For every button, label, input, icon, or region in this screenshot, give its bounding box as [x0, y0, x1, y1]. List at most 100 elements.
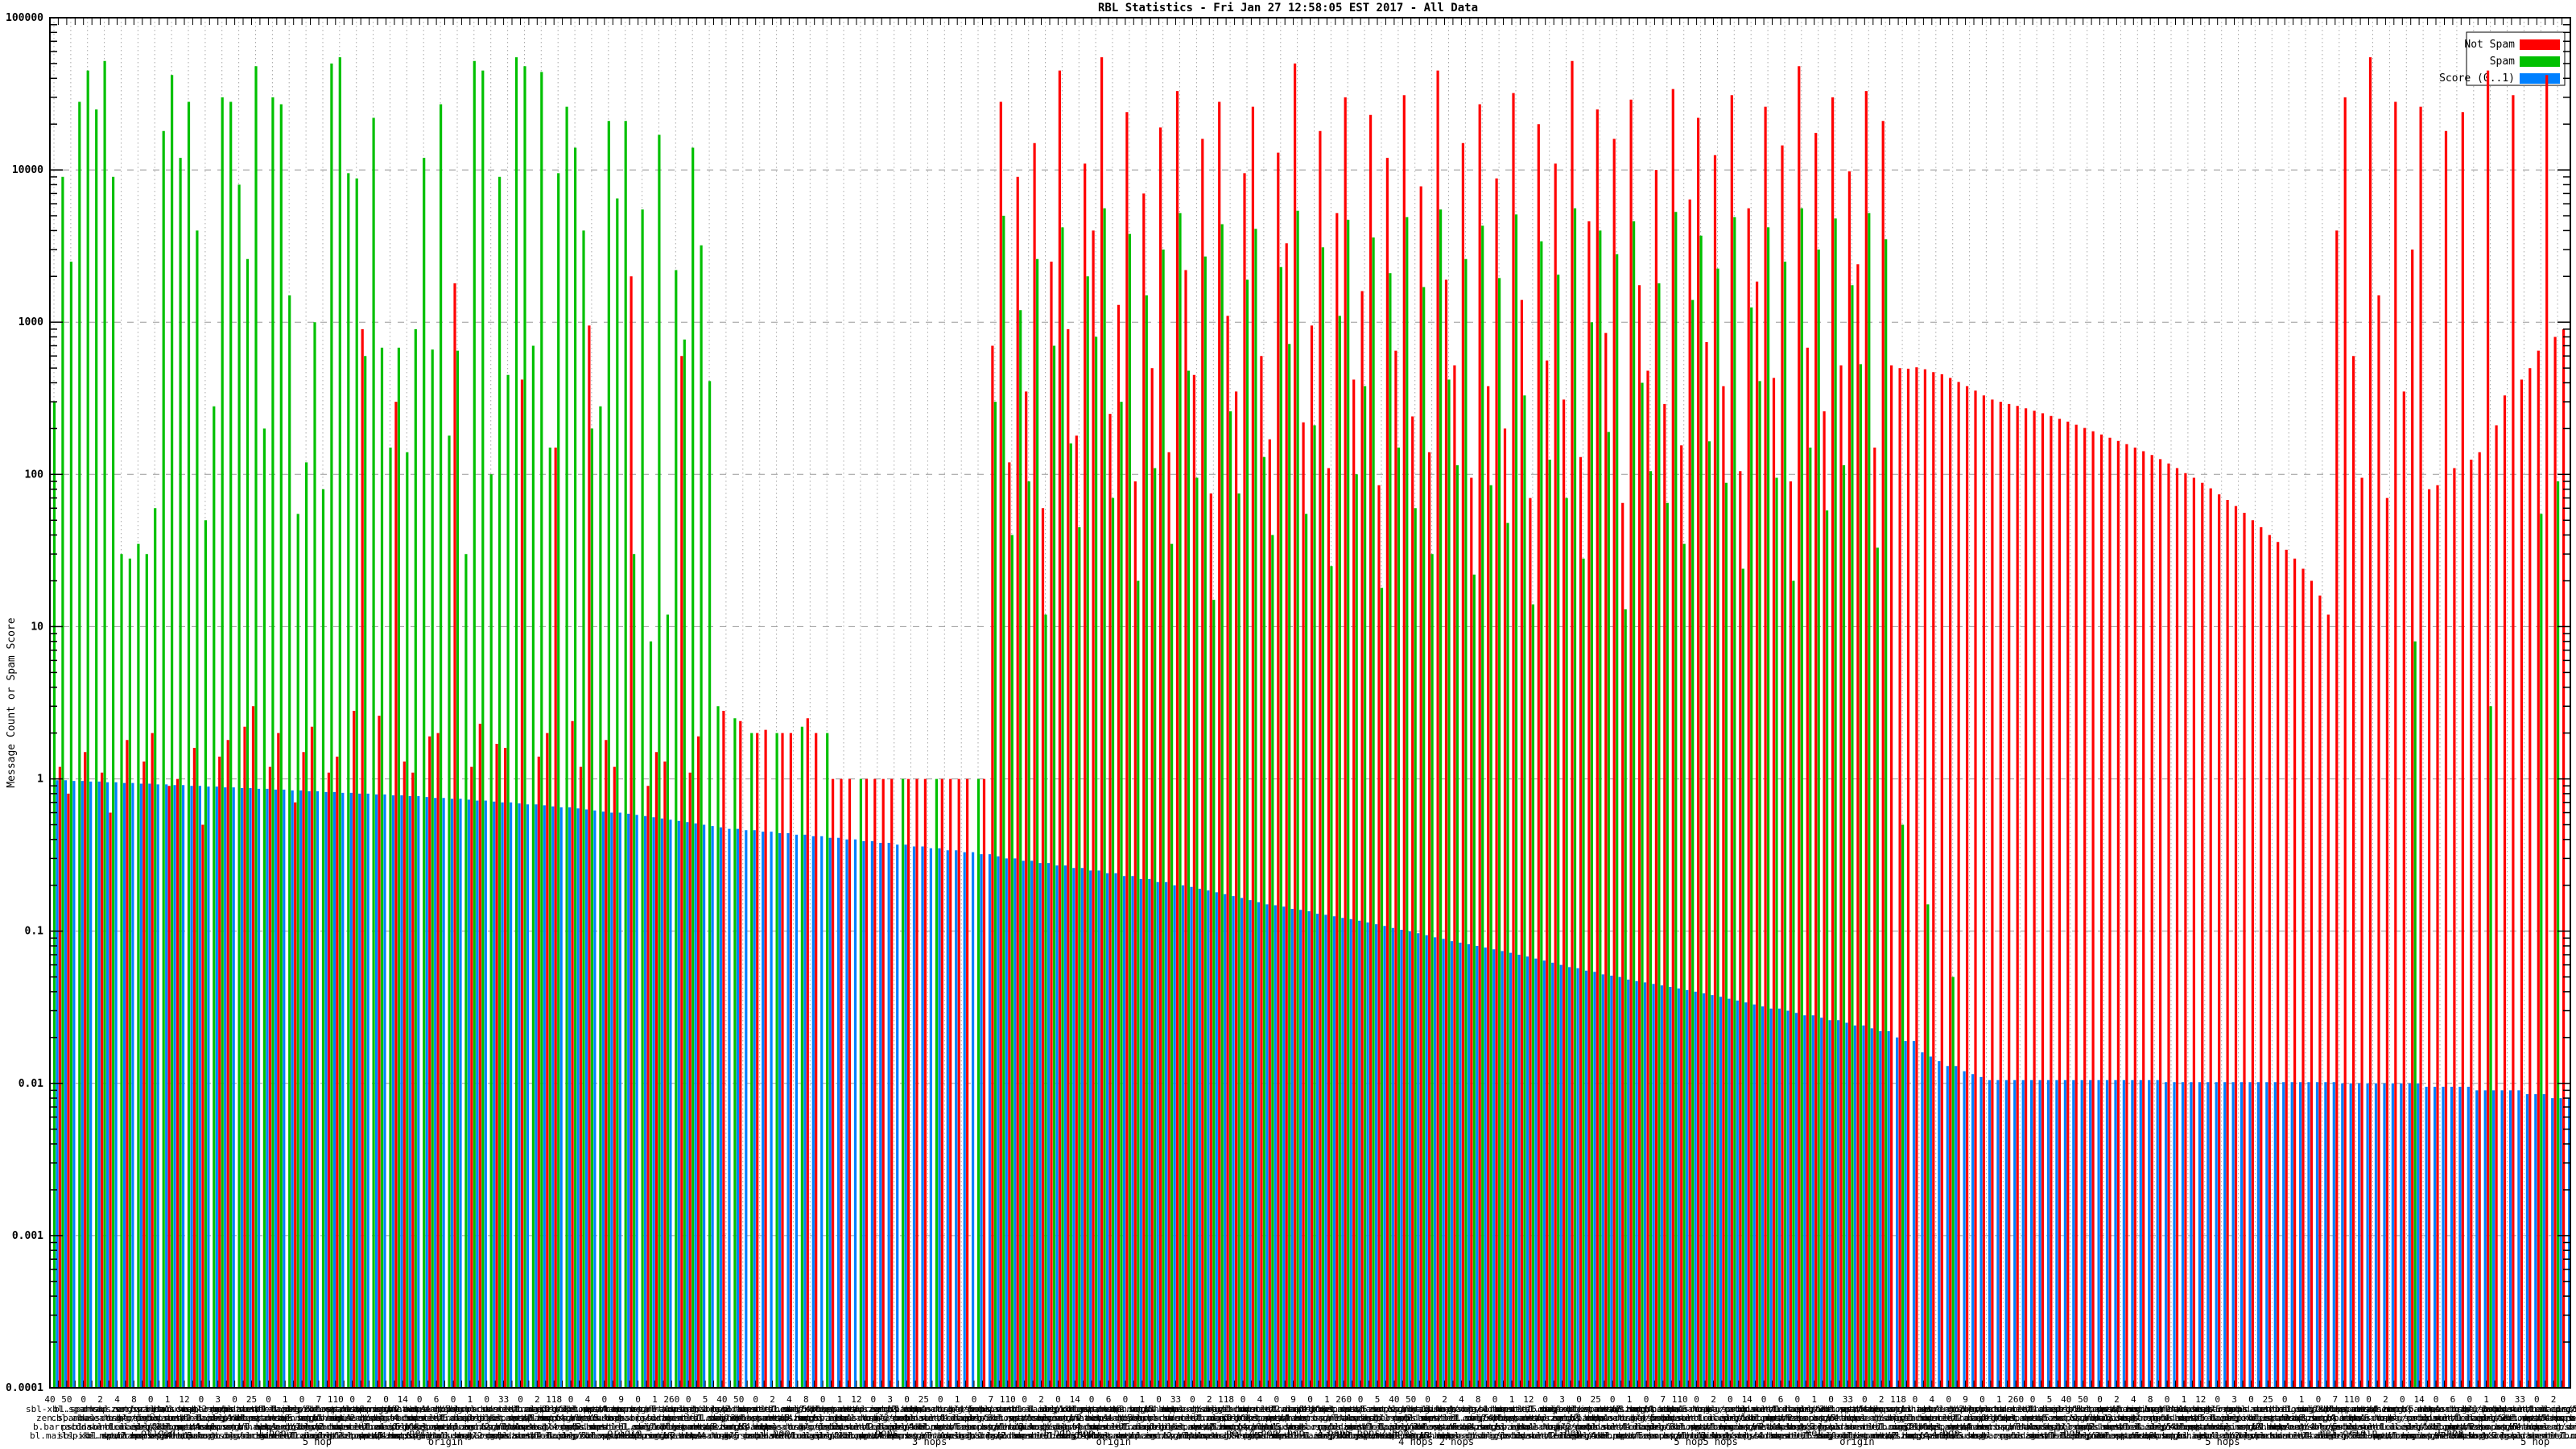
- x-label-token: 1 hop: [1553, 1427, 1582, 1439]
- svg-text:bl.spamcop.net/1 hop: bl.spamcop.net/1 hop: [919, 1422, 1025, 1432]
- svg-text:zen.spamhaus.org/2 hops: zen.spamhaus.org/2 hops: [1476, 1422, 1598, 1432]
- svg-text:b.barracudacentral.org/5 hops: b.barracudacentral.org/5 hops: [458, 1430, 613, 1441]
- svg-text:33: 33: [498, 1394, 509, 1405]
- svg-text:sbl-xbl.spamhaus.org/1 hop: sbl-xbl.spamhaus.org/1 hop: [1072, 1430, 1211, 1441]
- svg-text:cbl.abuseat.org/origin: cbl.abuseat.org/origin: [1929, 1430, 2046, 1441]
- svg-text:dnsbl-1.uceprotect.net/origin: dnsbl-1.uceprotect.net/origin: [908, 1413, 1063, 1423]
- y-axis-ticks: [50, 17, 2570, 1389]
- svg-text:cbl.abuseat.org: cbl.abuseat.org: [658, 1430, 738, 1441]
- svg-text:3: 3: [1559, 1394, 1565, 1405]
- svg-text:b.barracudacentral.org/1 hop: b.barracudacentral.org/1 hop: [440, 1404, 588, 1414]
- x-label-token: origin: [141, 1427, 175, 1439]
- svg-text:0: 0: [2248, 1394, 2254, 1405]
- svg-text:psbl.surriel.com/net: psbl.surriel.com/net: [230, 1430, 336, 1441]
- svg-text:dnsbl-1.uceprotect.net/4 hops: dnsbl-1.uceprotect.net/4 hops: [258, 1430, 413, 1441]
- svg-text:0: 0: [1358, 1394, 1364, 1405]
- svg-text:50: 50: [733, 1394, 744, 1405]
- svg-text:sbl-xbl.spamhaus.org/1 hop: sbl-xbl.spamhaus.org/1 hop: [782, 1404, 921, 1414]
- svg-text:cbl.abuseat.org/4 hops: cbl.abuseat.org/4 hops: [1672, 1430, 1790, 1441]
- svg-text:cbl.abuseat.org/origin: cbl.abuseat.org/origin: [159, 1430, 276, 1441]
- svg-text:sbl-xbl.spamhaus.org/net: sbl-xbl.spamhaus.org/net: [2222, 1413, 2350, 1423]
- svg-text:cbl.abuseat.org/2 hops: cbl.abuseat.org/2 hops: [915, 1430, 1033, 1441]
- svg-text:psbl.surriel.com/4 hops: psbl.surriel.com/4 hops: [136, 1413, 258, 1423]
- svg-text:dul.dnsbl.sorbs.net/net: dul.dnsbl.sorbs.net/net: [2425, 1404, 2548, 1414]
- svg-text:cbl.abuseat.org/4 hops: cbl.abuseat.org/4 hops: [2079, 1413, 2196, 1423]
- svg-text:psbl.surriel.com/1 hop: psbl.surriel.com/1 hop: [2332, 1422, 2450, 1432]
- svg-text:0: 0: [1055, 1394, 1061, 1405]
- x-label-token: 5 hop: [303, 1436, 332, 1447]
- svg-text:sbl-xbl.spamhaus.org/origin: sbl-xbl.spamhaus.org/origin: [890, 1422, 1034, 1432]
- svg-text:bl.mailspike.net/2 hops: bl.mailspike.net/2 hops: [30, 1430, 152, 1441]
- svg-text:3: 3: [887, 1394, 893, 1405]
- svg-text:dnsbl.sorbs.net/4 hops: dnsbl.sorbs.net/4 hops: [2096, 1404, 2214, 1414]
- svg-text:40: 40: [44, 1394, 55, 1405]
- x-label-token: hops: [875, 1427, 898, 1439]
- svg-text:bl.spamcop.net/origin: bl.spamcop.net/origin: [1825, 1404, 1937, 1414]
- x-label-token: 5 hop5 hops: [1674, 1436, 1737, 1447]
- svg-text:9: 9: [618, 1394, 624, 1405]
- svg-text:cbl.abuseat.org: cbl.abuseat.org: [1747, 1422, 1827, 1432]
- svg-text:12: 12: [2195, 1394, 2206, 1405]
- svg-text:dnsbl.sorbs.net/5 hops: dnsbl.sorbs.net/5 hops: [1872, 1430, 1990, 1441]
- svg-text:psbl.surriel.com: psbl.surriel.com: [894, 1413, 979, 1423]
- svg-text:zen.spamhaus.org/origin: zen.spamhaus.org/origin: [1111, 1404, 1233, 1414]
- svg-text:b.barracudacentral.org/5 hops: b.barracudacentral.org/5 hops: [865, 1413, 1019, 1423]
- svg-text:b.barracudacentral.org/2 hops: b.barracudacentral.org/2 hops: [215, 1430, 369, 1441]
- svg-text:1: 1: [467, 1394, 473, 1405]
- bars-spam: [52, 57, 2560, 1388]
- svg-text:14: 14: [1070, 1394, 1081, 1405]
- svg-text:118: 118: [1890, 1394, 1906, 1405]
- svg-text:2: 2: [770, 1394, 775, 1405]
- svg-text:0: 0: [484, 1394, 489, 1405]
- svg-text:bl.mailspike.net/1 hop: bl.mailspike.net/1 hop: [530, 1430, 647, 1441]
- svg-text:psbl.surriel.com/net: psbl.surriel.com/net: [2000, 1430, 2107, 1441]
- svg-text:dnsbl-1.uceprotect.net/4 hops: dnsbl-1.uceprotect.net/4 hops: [2029, 1430, 2184, 1441]
- svg-text:psbl.surriel.com/2 hops: psbl.surriel.com/2 hops: [1137, 1413, 1259, 1423]
- svg-text:psbl.surriel.com/5 hops: psbl.surriel.com/5 hops: [711, 1404, 833, 1414]
- svg-text:1: 1: [165, 1394, 171, 1405]
- svg-text:6: 6: [1778, 1394, 1784, 1405]
- svg-text:33: 33: [2515, 1394, 2525, 1405]
- svg-text:psbl.surriel.com/origin: psbl.surriel.com/origin: [1468, 1404, 1591, 1414]
- svg-text:8: 8: [2148, 1394, 2153, 1405]
- svg-text:6: 6: [1106, 1394, 1112, 1405]
- x-label-token: 1 hdp hop: [1042, 1427, 1094, 1439]
- svg-text:dnsbl-1.uceprotect.net: dnsbl-1.uceprotect.net: [2496, 1404, 2576, 1414]
- svg-text:bl.mailspike.net/1 hop: bl.mailspike.net/1 hop: [254, 1404, 372, 1414]
- svg-text:b.barracudacentral.org: b.barracudacentral.org: [1715, 1430, 1833, 1441]
- svg-text:b.barracudacentral.org: b.barracudacentral.org: [365, 1413, 482, 1423]
- svg-text:dnsbl.sorbs.net/net: dnsbl.sorbs.net/net: [840, 1404, 941, 1414]
- svg-text:sbl-xbl.spamhaus.org/4 hops: sbl-xbl.spamhaus.org/4 hops: [2404, 1422, 2548, 1432]
- svg-text:0: 0: [1022, 1394, 1027, 1405]
- svg-text:dnsbl-1.uceprotect.net: dnsbl-1.uceprotect.net: [1422, 1413, 1539, 1423]
- svg-text:dnsbl.sorbs.net/1 hop: dnsbl.sorbs.net/1 hop: [2129, 1430, 2241, 1441]
- svg-text:bl.spamcop.net/net: bl.spamcop.net/net: [1675, 1422, 1771, 1432]
- svg-text:0: 0: [1425, 1394, 1430, 1405]
- svg-text:50: 50: [61, 1394, 72, 1405]
- svg-text:110: 110: [2344, 1394, 2360, 1405]
- svg-text:zen.spamhaus.org/5 hops: zen.spamhaus.org/5 hops: [1719, 1422, 1841, 1432]
- svg-text:dnsbl-1.uceprotect.net/net: dnsbl-1.uceprotect.net/net: [758, 1430, 897, 1441]
- svg-text:zen.spamhaus.org/5 hops: zen.spamhaus.org/5 hops: [2401, 1430, 2523, 1441]
- svg-text:25: 25: [919, 1394, 929, 1405]
- svg-text:bl.mailspike.net/4 hops: bl.mailspike.net/4 hops: [1193, 1413, 1315, 1423]
- svg-text:b.barracudacentral.org/origin: b.barracudacentral.org/origin: [939, 1404, 1094, 1414]
- svg-text:dnsbl-1.uceprotect.net/1 hop: dnsbl-1.uceprotect.net/1 hop: [2178, 1413, 2327, 1423]
- svg-text:psbl.surriel.com: psbl.surriel.com: [2244, 1430, 2329, 1441]
- svg-text:bl.mailspike.net/2 hops: bl.mailspike.net/2 hops: [2194, 1413, 2316, 1423]
- svg-text:sbl-xbl.spamhaus.org/4 hops: sbl-xbl.spamhaus.org/4 hops: [1722, 1413, 1866, 1423]
- svg-text:cbl.abuseat.org/1 hop: cbl.abuseat.org/1 hop: [1822, 1413, 1934, 1423]
- svg-text:dnsbl.sorbs.net: dnsbl.sorbs.net: [1372, 1430, 1451, 1441]
- svg-text:118: 118: [1218, 1394, 1234, 1405]
- svg-text:cbl.abuseat.org/1 hop: cbl.abuseat.org/1 hop: [2504, 1422, 2576, 1432]
- svg-text:dul.dnsbl.sorbs.net/1 hop: dul.dnsbl.sorbs.net/1 hop: [593, 1413, 727, 1423]
- svg-text:zen.spamhaus.org/net: zen.spamhaus.org/net: [962, 1422, 1068, 1432]
- svg-text:dul.dnsbl.sorbs.net/2 hops: dul.dnsbl.sorbs.net/2 hops: [762, 1422, 900, 1432]
- svg-text:dnsbl-1.uceprotect.net/4 hops: dnsbl-1.uceprotect.net/4 hops: [665, 1413, 819, 1423]
- svg-text:260: 260: [1335, 1394, 1352, 1405]
- x-label-token: net: [409, 1427, 427, 1439]
- svg-text:dnsbl-1.uceprotect.net/1 hop: dnsbl-1.uceprotect.net/1 hop: [408, 1413, 557, 1423]
- svg-text:b.barracudacentral.org/1 hop: b.barracudacentral.org/1 hop: [33, 1422, 182, 1432]
- svg-text:dnsbl-1.uceprotect.net/1 hop: dnsbl-1.uceprotect.net/1 hop: [1772, 1430, 1921, 1441]
- svg-text:sbl-xbl.spamhaus.org/4 hops: sbl-xbl.spamhaus.org/4 hops: [1039, 1404, 1183, 1414]
